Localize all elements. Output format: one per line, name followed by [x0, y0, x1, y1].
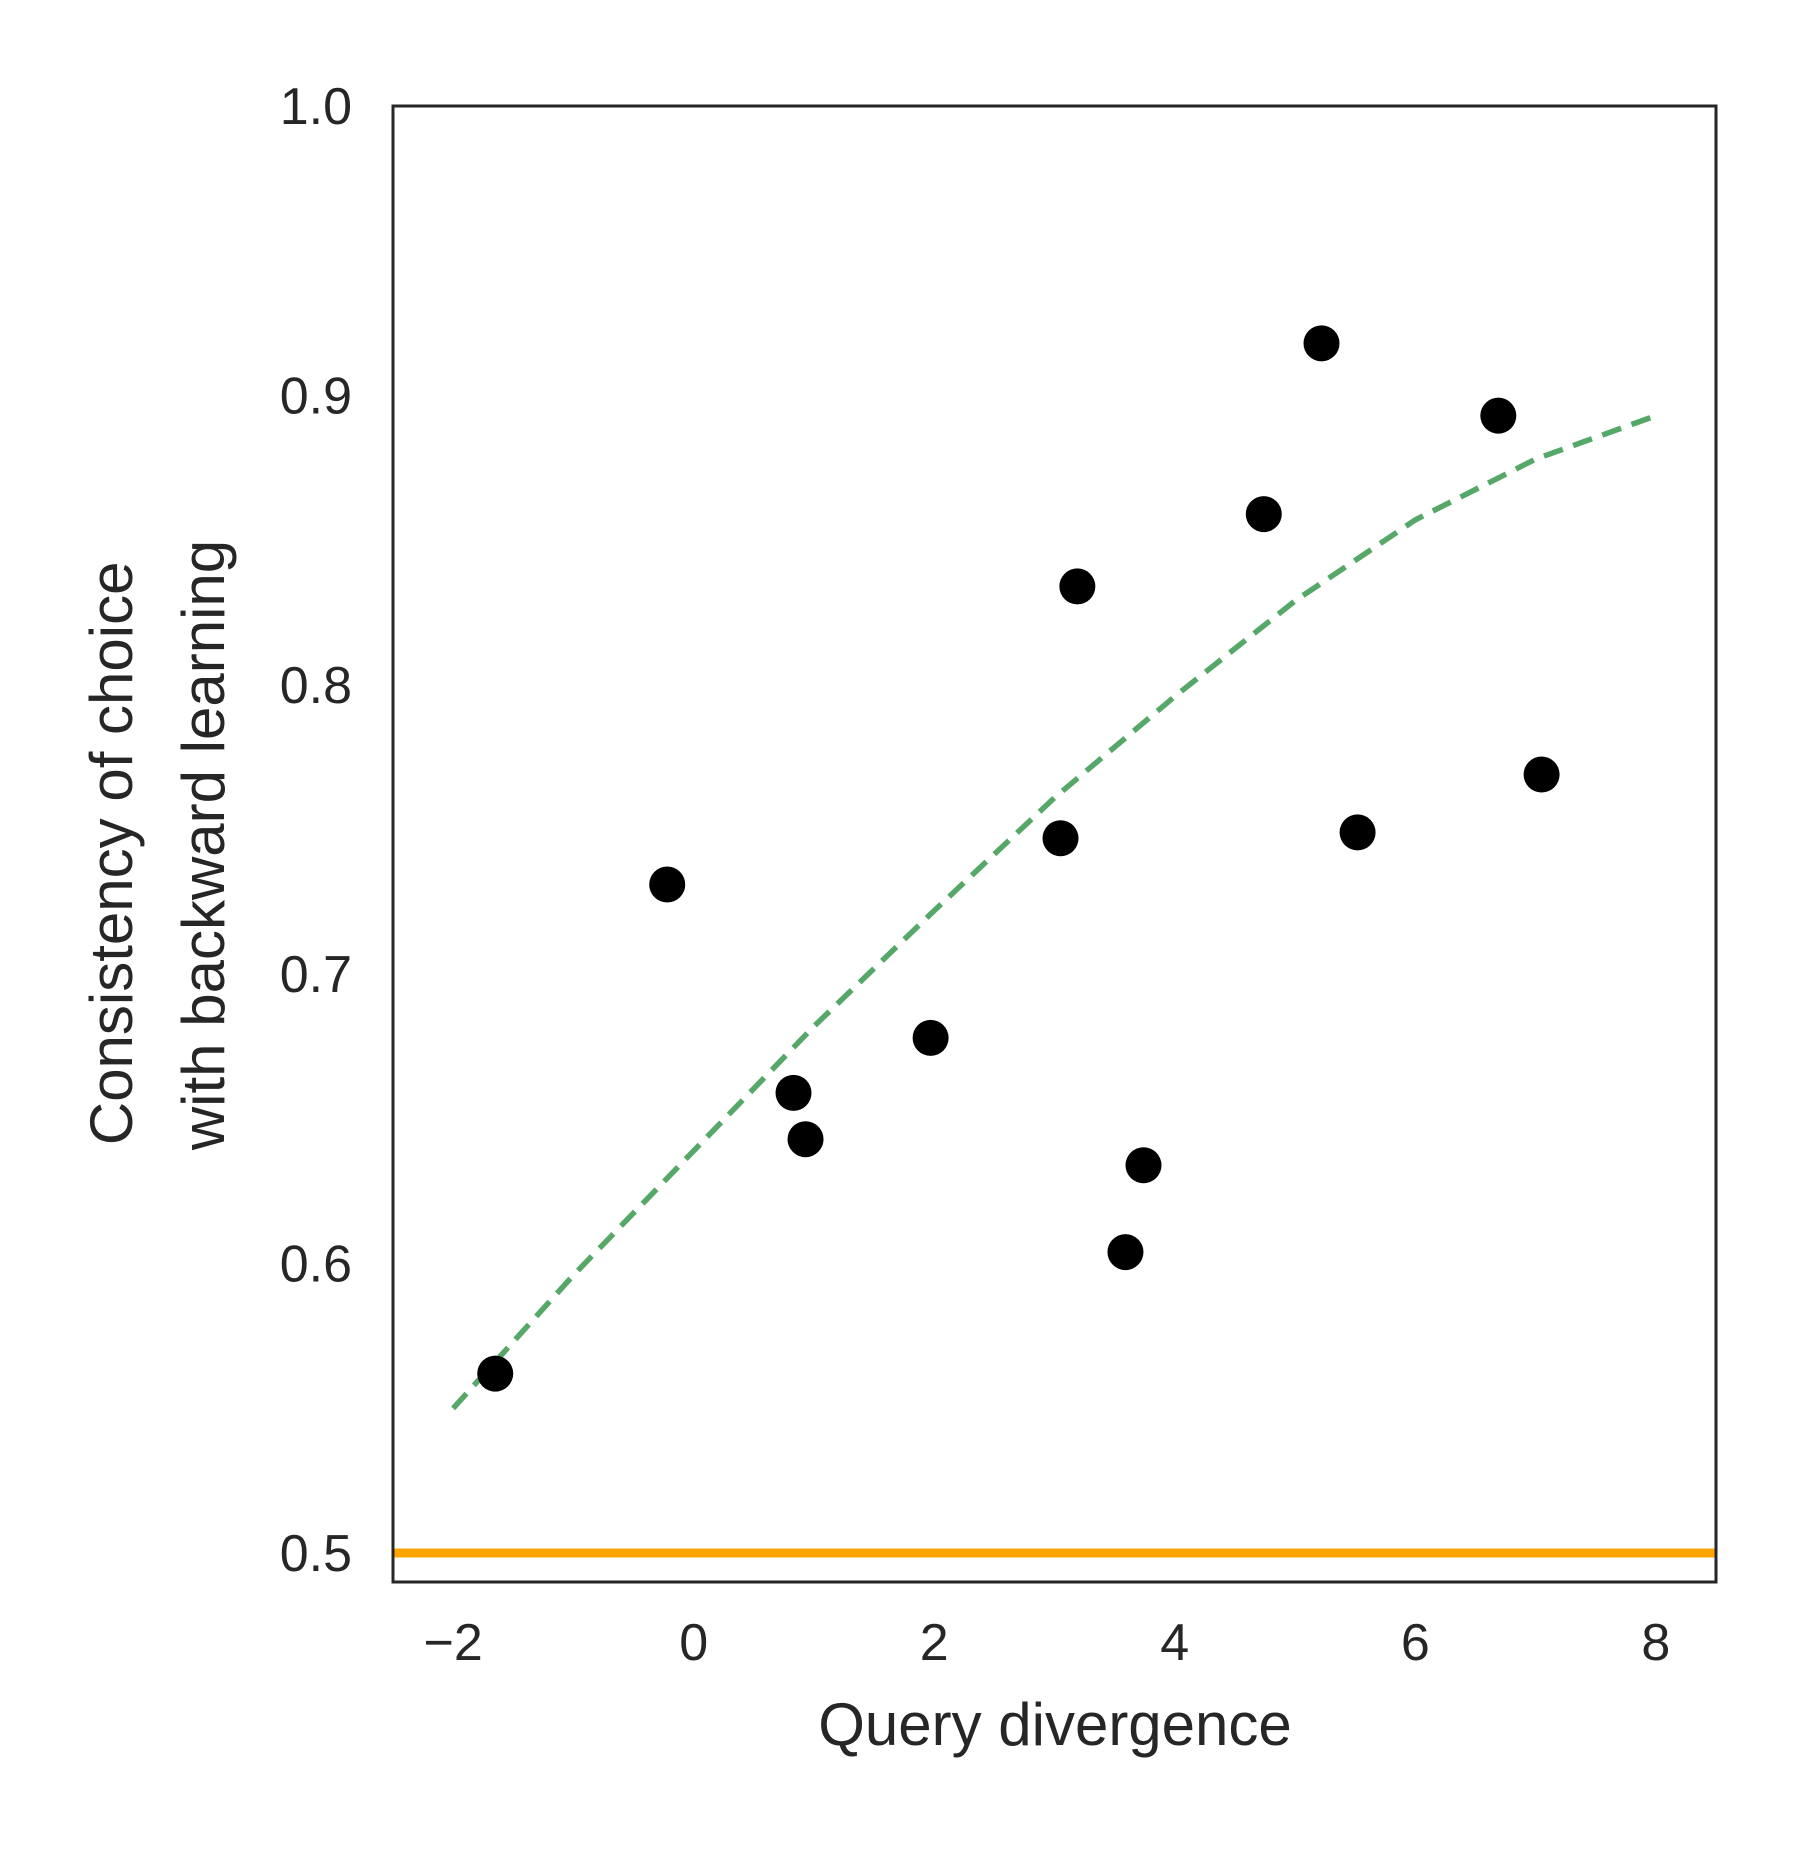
scatter-point [477, 1355, 514, 1392]
scatter-point [1042, 820, 1079, 857]
x-axis: −2 0 2 4 6 8 [423, 1614, 1670, 1672]
fit-curve-line [451, 413, 1657, 1411]
y-tick-label: 0.5 [280, 1525, 352, 1583]
scatter-point [1245, 496, 1282, 533]
scatter-point [1303, 325, 1340, 362]
x-tick-label: 0 [679, 1614, 708, 1672]
y-tick-label: 1.0 [280, 78, 352, 136]
y-axis: 0.5 0.6 0.7 0.8 0.9 1.0 [280, 78, 352, 1583]
x-tick-label: −2 [423, 1614, 482, 1672]
y-axis-title-line-1: Consistency of choice [78, 562, 145, 1146]
x-tick-label: 4 [1160, 1614, 1189, 1672]
y-tick-label: 0.6 [280, 1236, 352, 1294]
y-axis-title: Consistency of choice with backward lear… [78, 540, 237, 1151]
y-tick-label: 0.9 [280, 367, 352, 425]
scatter-point [1480, 397, 1517, 434]
fit-layer [451, 413, 1657, 1411]
scatter-point [1523, 756, 1560, 793]
scatter-point [1107, 1234, 1144, 1271]
x-tick-label: 8 [1641, 1614, 1670, 1672]
scatter-point [1059, 568, 1096, 605]
x-tick-label: 6 [1401, 1614, 1430, 1672]
scatter-point [1125, 1147, 1162, 1184]
scatter-point [787, 1121, 824, 1158]
scatter-point [1339, 814, 1376, 851]
scatter-point [649, 866, 686, 903]
x-axis-title: Query divergence [818, 1691, 1292, 1758]
y-axis-title-line-2: with backward learning [170, 540, 237, 1151]
scatter-point [775, 1074, 812, 1111]
x-tick-label: 2 [920, 1614, 949, 1672]
y-tick-label: 0.7 [280, 946, 352, 1004]
points-layer [477, 325, 1560, 1392]
scatter-point [912, 1019, 949, 1056]
plot-frame [391, 104, 1718, 1584]
y-tick-label: 0.8 [280, 657, 352, 715]
